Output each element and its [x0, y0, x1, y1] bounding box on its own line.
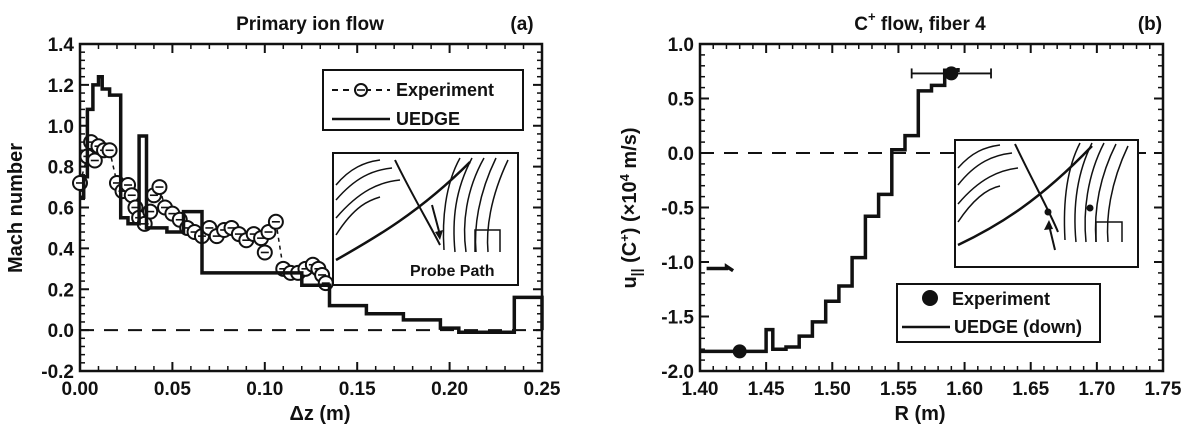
b-xtick-label: 1.50 — [814, 379, 851, 400]
b-ytick-label: -1.5 — [661, 308, 694, 329]
inset-a-probe-arrow — [431, 204, 441, 236]
b-xtick-label: 1.75 — [1145, 379, 1182, 400]
a-series-uedge — [80, 74, 544, 334]
panel-a-ylabel: Mach number — [5, 143, 27, 273]
b-series-uedge — [700, 68, 960, 354]
panel-a-title: Primary ion flow — [236, 14, 384, 35]
a-ytick-label: 0.4 — [48, 239, 75, 260]
panel-b-xlabel: R (m) — [894, 403, 945, 425]
panel-b-ylabel-end: m/s) — [619, 127, 641, 174]
a-ytick-label: 0.6 — [48, 199, 74, 220]
b-ytick-label: -1.0 — [661, 253, 694, 274]
a-ytick-label: 1.2 — [48, 76, 74, 97]
b-xtick-label: 1.55 — [880, 379, 917, 400]
b-ytick-label: -0.5 — [661, 199, 694, 220]
panel-a-inset: Probe Path — [332, 152, 519, 286]
legend-b-uedge-label: UEDGE (down) — [954, 317, 1082, 337]
panel-b-ylabel-mid2: ) (×10 — [619, 181, 641, 234]
panel-b-ticks: 1.40 1.45 1.50 1.55 1.60 1.65 1.70 1.75 -2.0 -1.5… — [661, 35, 1182, 400]
panel-b-title-rest: flow, fiber 4 — [876, 14, 987, 35]
panel-b-legend: Experiment UEDGE (down) — [896, 283, 1101, 343]
a-ytick-label: -0.2 — [41, 362, 74, 383]
panel-a-label: (a) — [510, 14, 533, 35]
b-xtick-label: 1.65 — [1012, 379, 1049, 400]
a-ytick-label: 0.8 — [48, 158, 74, 179]
a-ytick-label: 0.0 — [48, 321, 74, 342]
a-ytick-label: 0.2 — [48, 280, 74, 301]
panel-b-ylabel-sup1: + — [617, 234, 632, 242]
b-series-uedge — [706, 263, 735, 273]
b-xtick-label: 1.60 — [946, 379, 983, 400]
panel-b-ylabel: u|| (C+) (×104 m/s) — [617, 127, 644, 288]
panel-b-ylabel-u: u — [619, 276, 641, 288]
panel-a-ticks: 0.00 0.05 0.10 0.15 0.20 0.25 -0.2 0.0 0.2 0.4 0.6… — [41, 35, 561, 400]
panel-b-ylabel-mid: (C — [619, 242, 641, 269]
b-ytick-label: -2.0 — [661, 362, 694, 383]
legend-b-experiment-label: Experiment — [952, 289, 1050, 309]
inset-b-flux-lines — [957, 142, 1129, 247]
b-xtick-label: 1.40 — [682, 379, 719, 400]
b-xtick-label: 1.70 — [1078, 379, 1115, 400]
a-xtick-label: 0.00 — [62, 379, 99, 400]
legend-a-experiment-label: Experiment — [396, 80, 494, 100]
a-ytick-label: 1.4 — [48, 35, 75, 56]
b-ytick-label: 0.5 — [668, 90, 695, 111]
legend-b-experiment-marker — [922, 290, 938, 306]
a-xtick-label: 0.05 — [154, 379, 191, 400]
inset-a-label: Probe Path — [410, 263, 494, 280]
a-xtick-label: 0.25 — [524, 379, 561, 400]
inset-b-box — [954, 139, 1139, 268]
panel-b: C+ flow, fiber 4 (b) 1.40 1.45 1.50 1.55 1.6… — [617, 9, 1182, 425]
panel-a-xlabel: Δz (m) — [289, 403, 350, 425]
panel-b-inset — [954, 139, 1139, 268]
panel-b-title-sup: + — [868, 9, 876, 24]
b-ytick-label: 0.0 — [668, 144, 694, 165]
a-xtick-label: 0.20 — [431, 379, 468, 400]
a-xtick-label: 0.10 — [246, 379, 283, 400]
a-xtick-label: 0.15 — [339, 379, 376, 400]
b-xtick-label: 1.45 — [748, 379, 785, 400]
panel-b-title-c: C — [854, 14, 868, 35]
panel-b-ylabel-sub: || — [628, 268, 644, 276]
b-ytick-label: 1.0 — [668, 35, 694, 56]
inset-b-probe-point-2 — [1086, 204, 1094, 212]
panel-b-title: C+ flow, fiber 4 — [854, 9, 986, 35]
panel-b-label: (b) — [1138, 14, 1162, 35]
inset-b-probe-point-1 — [1044, 208, 1052, 216]
a-ytick-label: 1.0 — [48, 117, 74, 138]
panel-a-data — [72, 74, 544, 334]
inset-a-flux-lines — [335, 157, 509, 262]
legend-a-uedge-label: UEDGE — [396, 109, 460, 129]
panel-a: Primary ion flow (a) 0.00 0.05 0.10 0.15 0.2… — [5, 14, 561, 425]
panel-b-ylabel-sup2: 4 — [617, 173, 632, 181]
panel-a-legend: Experiment UEDGE — [322, 69, 524, 131]
